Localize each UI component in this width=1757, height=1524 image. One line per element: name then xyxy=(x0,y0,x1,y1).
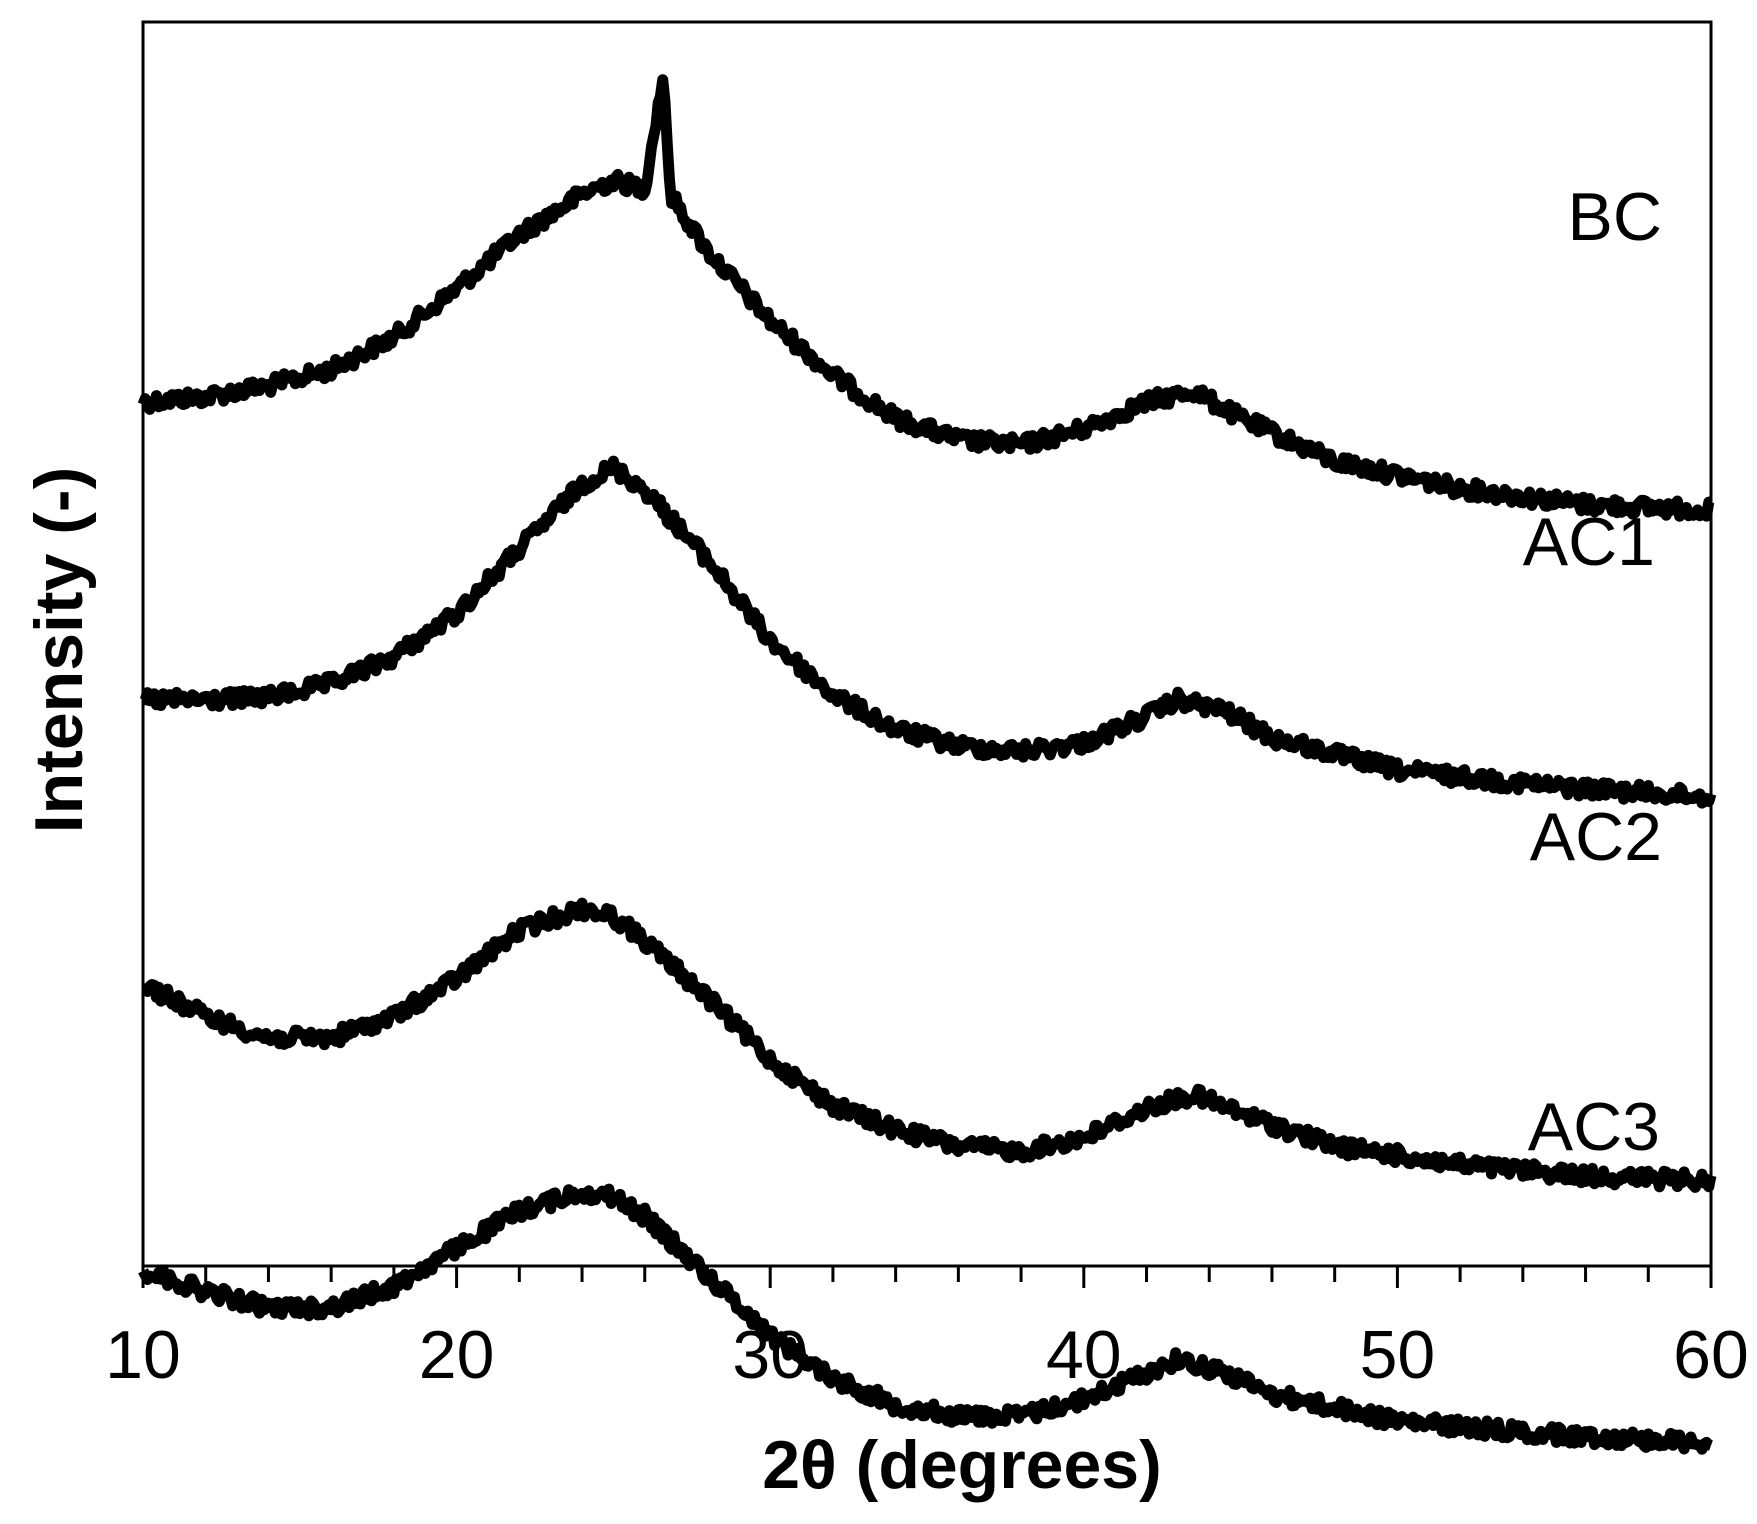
x-tick-label: 60 xyxy=(1673,1317,1749,1393)
series-label-ac2: AC2 xyxy=(1530,799,1662,875)
y-axis-title: Intensity (-) xyxy=(21,467,97,833)
series-label-ac3: AC3 xyxy=(1528,1089,1660,1165)
series-line-bc xyxy=(137,74,1715,522)
series-line-ac2 xyxy=(139,897,1717,1193)
x-tick-label: 50 xyxy=(1360,1317,1436,1393)
series-label-ac1: AC1 xyxy=(1523,504,1655,580)
series-label-bc: BC xyxy=(1568,179,1662,255)
x-tick-label: 10 xyxy=(105,1317,181,1393)
series-line-ac3 xyxy=(138,1183,1715,1455)
x-axis-title: 2θ (degrees) xyxy=(762,1427,1162,1503)
series-lines xyxy=(137,74,1717,1455)
series-line-ac1 xyxy=(139,455,1717,809)
x-tick-label: 40 xyxy=(1046,1317,1122,1393)
x-tick-label: 20 xyxy=(419,1317,495,1393)
x-axis-tick-labels: 10 20 30 40 50 60 xyxy=(105,1317,1749,1393)
plot-frame xyxy=(141,20,1713,1268)
plot-area xyxy=(141,20,1713,1268)
x-axis-ticks xyxy=(141,1266,1713,1288)
series-labels: BC AC1 AC2 AC3 xyxy=(1523,179,1662,1165)
